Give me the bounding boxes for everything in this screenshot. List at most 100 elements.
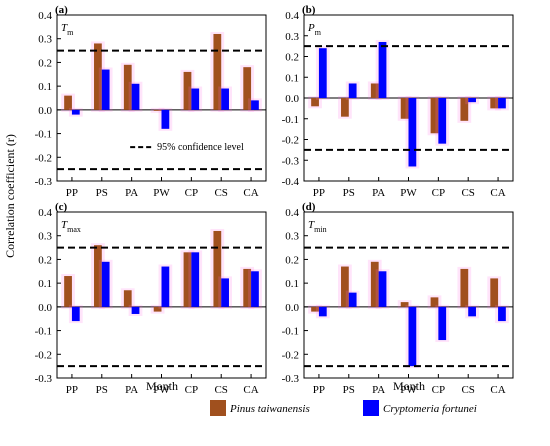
bar-pinus-pp: [311, 98, 319, 107]
bar-pinus-pw: [153, 306, 162, 312]
y-tick-label: -0.4: [282, 176, 300, 188]
y-tick-label: -0.3: [35, 373, 53, 385]
bar-cryptomeria-pp: [318, 48, 327, 98]
y-tick-label: 0.4: [285, 10, 299, 22]
y-tick-label: -0.3: [35, 176, 53, 188]
bar-cryptomeria-ca: [498, 306, 506, 322]
x-tick-label-ca: CA: [243, 187, 258, 199]
bar-cryptomeria-ps: [101, 261, 110, 307]
y-tick-label: -0.1: [35, 129, 52, 141]
bar-cryptomeria-cs: [221, 278, 229, 307]
y-tick-label: -0.2: [282, 349, 299, 361]
y-tick-label: 0.1: [285, 278, 299, 290]
bar-cryptomeria-pa: [131, 83, 140, 110]
confidence-annotation: 95% confidence level: [157, 142, 244, 153]
bar-cryptomeria-ps: [348, 83, 357, 98]
y-tick-label: 0.1: [38, 81, 52, 93]
bar-cryptomeria-cp: [191, 252, 200, 307]
x-tick-label-cp: CP: [432, 384, 445, 396]
bar-cryptomeria-pp: [71, 109, 80, 115]
bar-pinus-ca: [243, 268, 252, 307]
bar-cryptomeria-cs: [468, 98, 476, 103]
bar-pinus-pa: [123, 64, 132, 110]
x-tick-label-pp: PP: [66, 187, 78, 199]
x-tick-label-ps: PS: [96, 384, 108, 396]
x-tick-label-ca: CA: [490, 384, 505, 396]
bar-pinus-pw: [400, 302, 409, 307]
bar-pinus-cs: [213, 33, 222, 110]
y-tick-label: 0.2: [285, 254, 299, 266]
bar-pinus-cp: [183, 252, 192, 307]
panel-variable-label: Tmin: [308, 219, 327, 234]
x-tick-label-cs: CS: [461, 384, 474, 396]
bar-cryptomeria-pw: [408, 98, 417, 167]
x-tick-label-pp: PP: [313, 384, 325, 396]
plot-frame: [56, 14, 267, 182]
bar-cryptomeria-ca: [498, 98, 506, 109]
bar-cryptomeria-pw: [161, 109, 170, 129]
bar-pinus-pp: [311, 306, 319, 312]
y-tick-label: 0.2: [285, 52, 299, 64]
x-tick-label-pw: PW: [400, 187, 417, 199]
x-tick-label-ca: CA: [243, 384, 258, 396]
y-axis-title: Correlation coefficient (r): [3, 134, 17, 258]
bar-pinus-cs: [460, 98, 469, 121]
y-tick-label: -0.3: [282, 155, 300, 167]
y-tick-label: 0.3: [285, 31, 299, 43]
y-tick-label: 0.1: [285, 72, 299, 84]
y-tick-label: -0.2: [35, 152, 52, 164]
panels-layer: -0.3 -0.2 -0.1 0.0 0.1 0.2 0.3 0.4 PP PS PA PW CP CS C…: [35, 4, 514, 396]
legend-swatch-cryptomeria: [363, 400, 379, 416]
y-tick-label: 0.2: [38, 254, 52, 266]
x-tick-label-pa: PA: [125, 384, 138, 396]
legend: Pinus taiwanensis Cryptomeria fortunei: [210, 400, 477, 416]
legend-swatch-pinus: [210, 400, 226, 416]
bar-cryptomeria-cs: [468, 306, 476, 317]
bar-cryptomeria-pa: [378, 271, 387, 307]
bar-pinus-ca: [490, 278, 499, 307]
bar-pinus-pa: [370, 261, 379, 307]
bar-pinus-pa: [123, 290, 132, 307]
bar-pinus-cp: [183, 71, 192, 110]
y-tick-label: -0.2: [35, 349, 52, 361]
panel-variable-label: Tm: [61, 22, 74, 37]
bar-pinus-cp: [430, 297, 439, 307]
y-tick-label: 0.0: [285, 93, 299, 105]
bar-cryptomeria-ca: [251, 100, 259, 110]
bar-pinus-pw: [400, 98, 409, 119]
y-tick-label: -0.2: [282, 135, 299, 147]
bar-pinus-ca: [243, 67, 252, 110]
x-tick-label-pa: PA: [372, 187, 385, 199]
y-tick-label: 0.3: [285, 231, 299, 243]
bar-pinus-pw: [153, 109, 162, 111]
x-axis-title-left: Month: [146, 379, 178, 393]
bar-pinus-ps: [94, 245, 102, 307]
x-tick-label-pp: PP: [66, 384, 78, 396]
bar-cryptomeria-cp: [438, 98, 447, 144]
panel-a: -0.3 -0.2 -0.1 0.0 0.1 0.2 0.3 0.4 PP PS PA PW CP CS C…: [35, 4, 267, 199]
y-tick-label: 0.0: [38, 302, 52, 314]
bar-cryptomeria-ca: [251, 271, 259, 307]
legend-label-cryptomeria: Cryptomeria fortunei: [383, 403, 477, 415]
x-axis-title-right: Month: [393, 379, 425, 393]
bar-pinus-pp: [64, 276, 72, 307]
x-tick-label-pw: PW: [400, 384, 417, 396]
panel-letter: (c): [55, 201, 68, 213]
bar-cryptomeria-pp: [318, 306, 327, 317]
y-tick-label: 0.4: [38, 10, 52, 22]
bar-cryptomeria-pw: [408, 306, 417, 367]
bar-pinus-cs: [213, 230, 222, 307]
y-tick-label: 0.0: [38, 105, 52, 117]
x-tick-label-pa: PA: [372, 384, 385, 396]
panel-letter: (b): [302, 4, 316, 16]
bar-cryptomeria-ps: [101, 69, 110, 110]
bar-cryptomeria-pa: [378, 41, 387, 98]
bar-pinus-cs: [460, 268, 469, 307]
bar-cryptomeria-pp: [71, 306, 80, 322]
bar-cryptomeria-pw: [161, 266, 170, 307]
x-tick-label-ca: CA: [490, 187, 505, 199]
panel-c: -0.3 -0.2 -0.1 0.0 0.1 0.2 0.3 0.4 PP PS PA PW CP CS C…: [35, 201, 267, 396]
y-tick-label: 0.1: [38, 278, 52, 290]
